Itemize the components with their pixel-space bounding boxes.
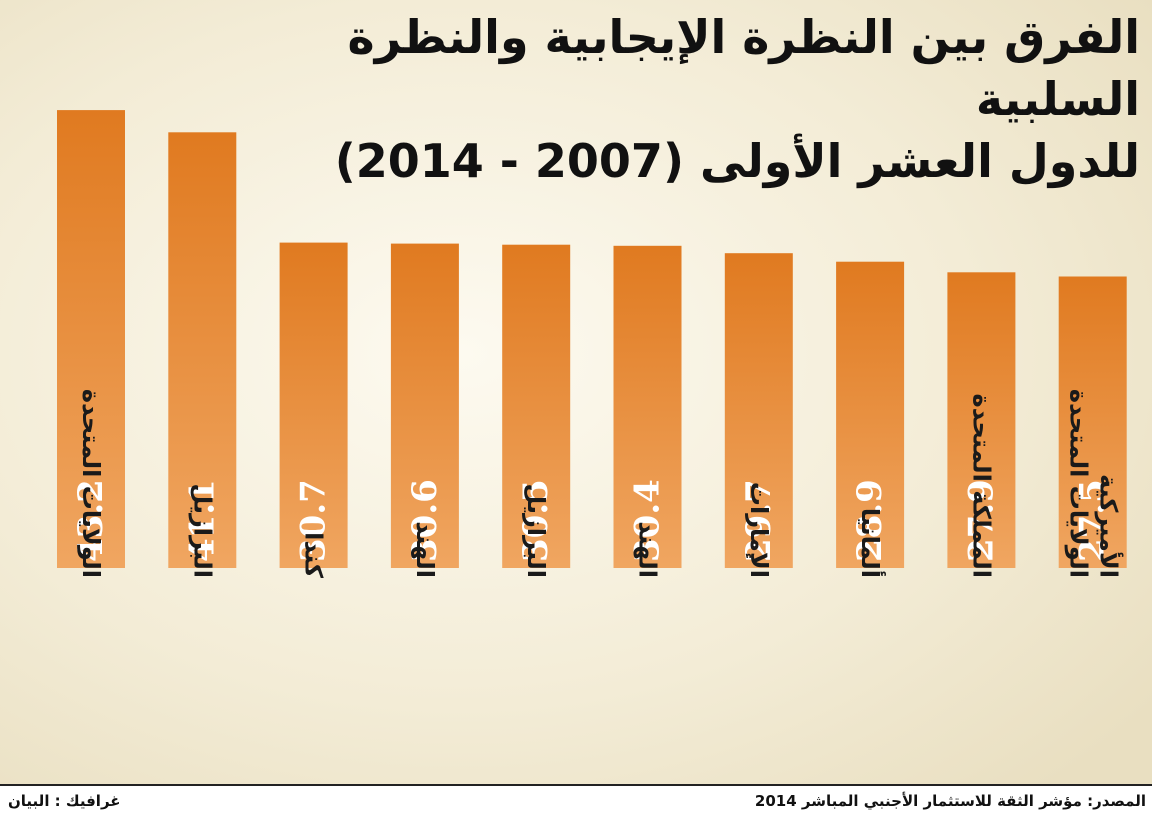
- x-tick-label-10: الولايات المتحدةالأميركية: [1065, 389, 1124, 578]
- data-label-9: 27.9: [961, 479, 1001, 562]
- bar-5: [502, 244, 571, 568]
- bar-10: [1058, 276, 1127, 568]
- data-label-8: 28.9: [850, 479, 890, 562]
- bar-8: [836, 261, 905, 568]
- bar-2: [168, 132, 237, 569]
- bar-1: [57, 110, 125, 568]
- data-label-10: 27.5: [1073, 479, 1113, 562]
- data-label-2: 41.1: [182, 479, 222, 562]
- x-tick-label-8: ألمانيا: [856, 508, 886, 578]
- x-tick-label-9: المملكة المتحدة: [967, 393, 995, 578]
- footer-divider: [0, 784, 1152, 786]
- x-tick-label-1: الولايات المتحدة: [77, 389, 105, 578]
- x-tick-label-5: البرازيل: [522, 484, 550, 578]
- data-label-5: 30.5: [516, 479, 556, 562]
- chart-title: الفرق بين النظرة الإيجابية والنظرة السلب…: [240, 6, 1140, 192]
- bar-4: [390, 243, 459, 568]
- data-label-3: 30.7: [294, 479, 334, 562]
- data-label-7: 29.7: [739, 479, 779, 562]
- data-label-1: 43.2: [71, 479, 111, 562]
- x-tick-label-7: الإمارات: [745, 482, 773, 578]
- x-tick-label-4: الهند: [411, 521, 439, 578]
- chart-title-line-1: الفرق بين النظرة الإيجابية والنظرة السلب…: [347, 10, 1140, 126]
- graphic-credit: غرافيك : البيان: [8, 792, 121, 810]
- chart-title-line-2: للدول العشر الأولى (2007 - 2014): [334, 134, 1140, 188]
- source-note: المصدر: مؤشر الثقة للاستثمار الأجنبي الم…: [754, 792, 1146, 810]
- x-tick-label-6: الهند: [634, 521, 662, 578]
- bar-6: [613, 245, 682, 569]
- bar-9: [947, 272, 1016, 568]
- x-tick-label-3: كندا: [300, 532, 328, 578]
- bar-3: [279, 242, 348, 568]
- data-label-4: 30.6: [405, 479, 445, 562]
- data-label-6: 30.4: [628, 479, 668, 562]
- bar-7: [724, 253, 793, 568]
- x-tick-label-2: البرازيل: [188, 484, 216, 578]
